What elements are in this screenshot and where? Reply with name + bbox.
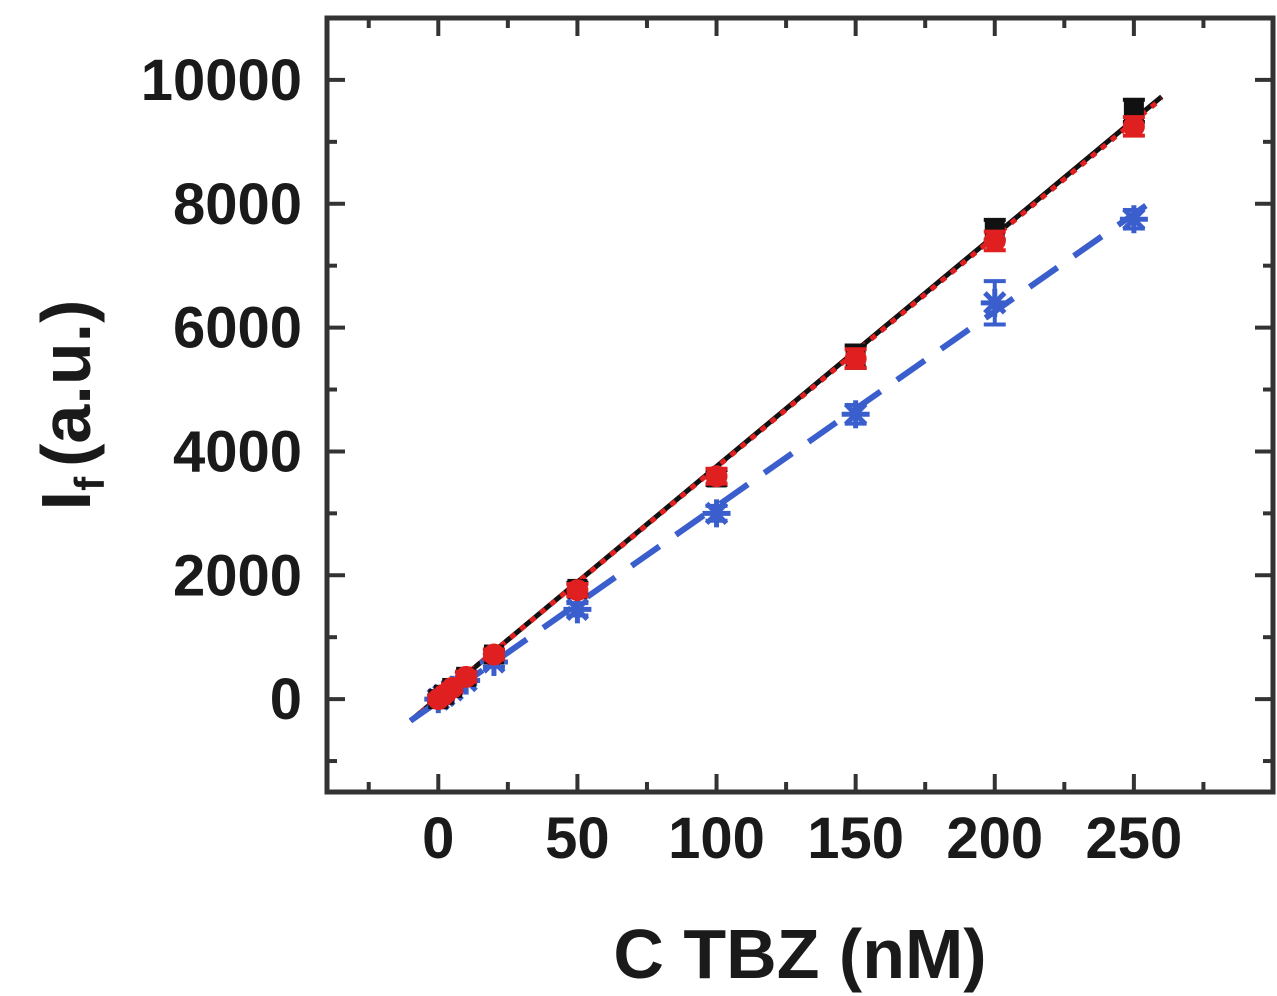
data-point [705,465,728,488]
y-tick-label: 6000 [173,296,302,361]
star-stroke [565,597,590,622]
data-point [563,595,592,624]
data-point [1119,205,1148,234]
y-tick-label: 10000 [141,48,302,113]
x-tick-label: 0 [422,806,454,871]
plot-frame [324,15,1276,795]
fit-line [408,96,1164,723]
x-tick-label: 50 [545,806,610,871]
fit-line [408,94,1164,723]
y-axis-title: If (a.u.) [27,300,113,511]
svg-text:If(a.u.): If (a.u.) [27,300,113,511]
x-axis-title: C TBZ (nM) [613,915,986,993]
y-tick-labels: 0 2000 4000 6000 8000 10000 [141,48,302,732]
data-point [1122,115,1145,138]
star-stroke [1122,207,1146,231]
y-axis-title-main: I [27,491,105,510]
data-point [983,229,1006,252]
data-point [841,400,870,429]
y-tick-label: 8000 [173,172,302,237]
y-axis-title-sub: f [66,476,113,491]
data-point [980,288,1009,317]
x-tick-label: 150 [807,806,904,871]
x-tick-label: 250 [1085,806,1182,871]
data-point [566,579,589,602]
data-point [455,665,478,688]
fit-line [408,192,1164,724]
y-axis-title-rest: (a.u.) [27,300,105,467]
fit-lines [408,94,1164,724]
x-tick-label: 100 [668,806,765,871]
star-stroke [983,291,1007,315]
x-tick-label: 200 [946,806,1043,871]
data-markers [424,97,1148,714]
y-tick-label: 0 [270,667,302,732]
star-stroke [704,501,729,526]
data-point [702,499,731,528]
y-tick-label: 2000 [173,543,302,608]
x-tick-labels: 0 50 100 150 200 250 [422,806,1182,871]
data-point [482,643,505,666]
star-stroke [843,402,868,426]
axis-ticks [327,18,1273,792]
data-point [844,347,867,370]
y-tick-label: 4000 [173,419,302,484]
